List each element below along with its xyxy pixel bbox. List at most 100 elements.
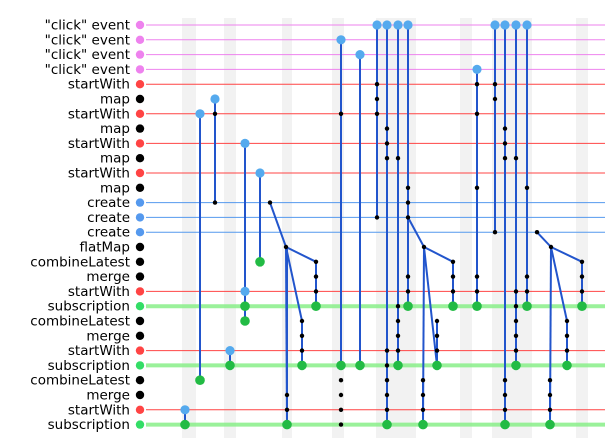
blue-node xyxy=(472,64,482,74)
green-node xyxy=(180,419,190,430)
black-dot xyxy=(492,82,498,87)
row-marker xyxy=(135,316,145,326)
row-marker xyxy=(135,242,145,252)
black-dot xyxy=(405,274,411,279)
black-dot xyxy=(395,304,401,309)
row-label: startWith xyxy=(68,77,130,93)
green-node xyxy=(240,301,250,312)
row-label: "click" event xyxy=(45,18,130,34)
row-label: flatMap xyxy=(79,240,130,256)
blue-node xyxy=(500,20,510,30)
black-dot xyxy=(513,348,519,353)
edge xyxy=(550,246,583,263)
row-marker xyxy=(135,228,145,237)
black-dot xyxy=(502,141,508,146)
black-dot xyxy=(299,348,305,353)
blue-node xyxy=(240,286,250,296)
black-dot xyxy=(502,378,508,383)
row-label: merge xyxy=(86,328,130,344)
black-dot xyxy=(395,318,401,324)
row-marker xyxy=(135,361,145,370)
black-dot xyxy=(395,348,401,353)
black-dot xyxy=(405,215,411,220)
black-dot xyxy=(384,156,390,161)
row-marker xyxy=(135,139,145,148)
black-dot xyxy=(384,407,390,412)
green-node xyxy=(393,360,403,371)
green-node xyxy=(418,419,428,430)
green-node xyxy=(311,301,321,312)
row-marker xyxy=(135,257,145,266)
black-dot xyxy=(524,274,530,279)
row-label: startWith xyxy=(68,136,130,152)
green-node xyxy=(448,301,458,312)
row-labels: "click" event"click" event"click" event"… xyxy=(30,18,130,434)
green-node xyxy=(225,360,235,371)
black-dot xyxy=(564,348,570,353)
row-label: create xyxy=(87,225,130,241)
green-node xyxy=(522,301,532,312)
row-marker xyxy=(135,154,145,163)
row-label: subscription xyxy=(48,417,130,433)
black-dot xyxy=(313,259,319,264)
green-node xyxy=(382,419,392,430)
row-marker xyxy=(135,331,145,340)
green-node xyxy=(577,301,587,312)
green-node xyxy=(240,316,250,326)
row-label: map xyxy=(100,151,130,167)
edge xyxy=(423,246,454,263)
row-markers xyxy=(135,20,145,429)
blue-node xyxy=(255,168,265,178)
row-label: combineLatest xyxy=(30,314,130,330)
blue-node xyxy=(403,20,413,30)
blue-node xyxy=(382,20,392,30)
black-dot xyxy=(284,407,290,412)
row-marker xyxy=(135,80,145,89)
row-marker xyxy=(135,183,145,192)
black-dot xyxy=(405,289,411,294)
row-marker xyxy=(135,94,145,104)
blue-node xyxy=(490,20,500,30)
blue-node xyxy=(372,20,382,30)
row-marker xyxy=(135,420,145,429)
black-dot xyxy=(421,244,427,250)
row-marker xyxy=(135,287,145,296)
black-dot xyxy=(384,126,390,131)
black-dot xyxy=(450,259,456,264)
black-dot xyxy=(492,230,498,235)
edge xyxy=(269,202,287,248)
nodes xyxy=(180,20,587,430)
blue-node xyxy=(225,346,235,356)
row-label: subscription xyxy=(48,299,130,315)
row-marker xyxy=(135,376,145,385)
green-node xyxy=(545,419,555,430)
black-dot xyxy=(384,348,390,353)
row-label: combineLatest xyxy=(30,373,130,389)
black-dot xyxy=(384,392,390,398)
black-dot xyxy=(374,96,380,102)
black-dot xyxy=(212,200,218,205)
green-node xyxy=(562,360,572,371)
black-dot xyxy=(374,111,380,117)
black-dot xyxy=(474,185,480,190)
black-dot xyxy=(434,318,440,324)
edge xyxy=(285,246,303,322)
green-node xyxy=(403,301,413,312)
black-dot xyxy=(338,392,344,398)
row-lines xyxy=(146,24,605,427)
blue-node xyxy=(195,109,205,119)
black-dot xyxy=(338,111,344,117)
black-dot xyxy=(450,289,456,294)
black-dot xyxy=(405,200,411,205)
black-dot xyxy=(547,392,553,398)
black-dot xyxy=(492,96,498,102)
row-label: map xyxy=(100,121,130,137)
column-band xyxy=(182,18,196,438)
blue-node xyxy=(180,405,190,415)
row-marker xyxy=(135,168,145,178)
row-marker xyxy=(135,390,145,400)
black-dot xyxy=(513,156,519,161)
row-marker xyxy=(135,35,145,44)
black-dot xyxy=(384,378,390,383)
